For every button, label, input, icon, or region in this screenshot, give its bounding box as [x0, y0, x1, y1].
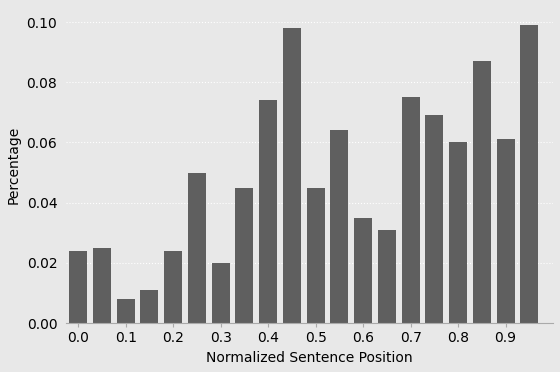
- Bar: [212, 263, 230, 323]
- Bar: [449, 142, 467, 323]
- Bar: [188, 173, 206, 323]
- Bar: [330, 131, 348, 323]
- Bar: [69, 251, 87, 323]
- Bar: [402, 97, 419, 323]
- Bar: [235, 187, 253, 323]
- Bar: [497, 140, 515, 323]
- Bar: [283, 28, 301, 323]
- X-axis label: Normalized Sentence Position: Normalized Sentence Position: [206, 351, 413, 365]
- Bar: [520, 25, 538, 323]
- Bar: [354, 218, 372, 323]
- Bar: [141, 290, 158, 323]
- Bar: [116, 299, 134, 323]
- Bar: [306, 187, 325, 323]
- Y-axis label: Percentage: Percentage: [7, 126, 21, 204]
- Bar: [164, 251, 182, 323]
- Bar: [425, 115, 444, 323]
- Bar: [378, 230, 396, 323]
- Bar: [93, 248, 111, 323]
- Bar: [473, 61, 491, 323]
- Bar: [259, 100, 277, 323]
